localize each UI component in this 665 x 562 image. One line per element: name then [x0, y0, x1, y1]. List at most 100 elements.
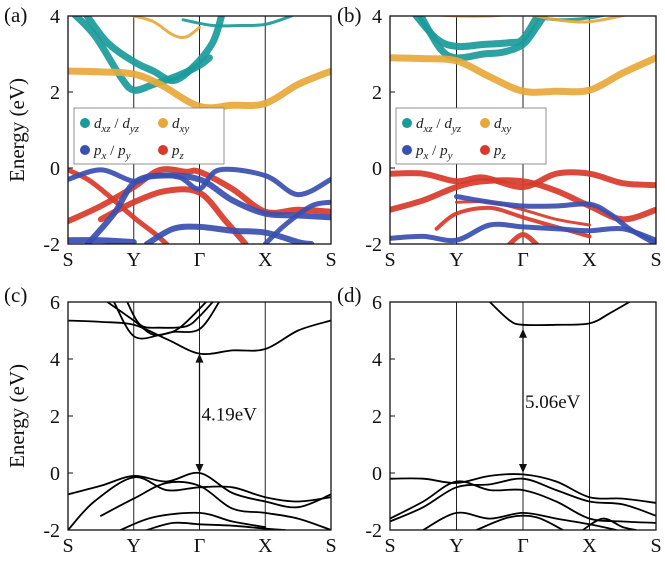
x-tick-label: S: [62, 249, 73, 271]
y-axis-title: Energy (eV): [5, 364, 29, 468]
legend-entry: px / py: [415, 143, 453, 162]
x-tick-label: X: [582, 535, 597, 557]
x-tick-label: S: [650, 535, 661, 557]
band-line: [68, 476, 331, 530]
legend-entry: px / py: [93, 143, 131, 162]
panel-label: (b): [337, 3, 362, 27]
bands: [68, 16, 331, 244]
x-tick-label: S: [325, 249, 336, 271]
legend-entry: pz: [171, 143, 185, 162]
x-tick-label: S: [384, 535, 395, 557]
band-line: [507, 232, 539, 244]
plot-frame: [67, 15, 332, 245]
legend-marker: [158, 145, 168, 155]
bands: [390, 302, 656, 530]
band-line: [390, 477, 656, 523]
gap-arrowhead-down: [519, 464, 527, 473]
y-tick-label: 6: [372, 292, 382, 314]
x-tick-label: Γ: [194, 535, 206, 557]
y-tick-label: 4: [50, 6, 60, 28]
legend-entry: dxy: [494, 116, 511, 135]
x-tick-label: S: [384, 249, 395, 271]
band-line: [454, 194, 656, 244]
band-line: [181, 16, 293, 28]
band-line: [390, 221, 656, 244]
y-tick-label: 2: [372, 82, 382, 104]
band-line: [68, 237, 137, 244]
band-line: [82, 16, 226, 85]
band-line: [416, 16, 549, 62]
y-tick-label: 4: [372, 6, 382, 28]
y-tick-label: -2: [365, 520, 382, 542]
legend-marker: [402, 118, 412, 128]
x-tick-label: Y: [127, 249, 141, 271]
band-line: [475, 514, 564, 530]
panel-c: 4.19eV -2 0 2 4 6 S Y Γ X S Energy (eV) (c): [4, 283, 337, 557]
panel-a: -2 0 2 4 S Y Γ X S Energy (eV) (a) dxz / dyz dxy px /…: [4, 3, 337, 271]
legend-marker: [480, 118, 490, 128]
y-tick-label: 0: [50, 158, 60, 180]
band-line: [488, 302, 631, 327]
legend-entry: dxz / dyz: [94, 116, 140, 135]
y-axis-title: Energy (eV): [5, 78, 29, 182]
band-line: [390, 473, 656, 504]
panel-label: (c): [4, 283, 27, 307]
band-line: [132, 16, 201, 40]
x-tick-label: Y: [449, 535, 463, 557]
gap-arrowhead-down: [195, 464, 204, 473]
band-line: [97, 186, 249, 244]
x-tick-label: S: [650, 249, 661, 271]
legend-marker: [80, 118, 90, 128]
band-line: [68, 166, 331, 225]
y-tick-label: 6: [50, 292, 60, 314]
x-tick-label: X: [582, 249, 597, 271]
x-tick-label: S: [325, 535, 336, 557]
legend-entry: dxy: [172, 116, 189, 135]
y-tick-label: -2: [43, 520, 60, 542]
band-line: [582, 517, 637, 530]
y-tick-label: 0: [372, 463, 382, 485]
legend-entry: dxz / dyz: [416, 116, 462, 135]
x-tick-label: X: [258, 249, 273, 271]
y-tick-label: 0: [372, 158, 382, 180]
x-tick-label: Y: [449, 249, 463, 271]
panel-b: -2 0 2 4 S Y Γ X S (b) dxz / dyz dxy px / py pz: [337, 3, 662, 271]
band-line: [262, 199, 331, 244]
panel-d: 5.06eV -2 0 2 4 6 S Y Γ X S (d): [337, 283, 662, 557]
legend-marker: [402, 145, 412, 155]
y-tick-label: 2: [50, 406, 60, 428]
y-tick-label: 2: [50, 82, 60, 104]
band-line: [390, 54, 656, 96]
legend: dxz / dyz dxy px / py pz: [395, 107, 547, 165]
y-tick-label: 2: [372, 406, 382, 428]
bands: [390, 16, 656, 244]
band-line: [113, 302, 207, 340]
legend-marker: [480, 145, 490, 155]
x-tick-label: X: [258, 535, 273, 557]
band-line: [84, 172, 331, 244]
band-gap-label: 4.19eV: [202, 404, 258, 425]
x-tick-label: Γ: [517, 249, 529, 271]
band-line: [126, 302, 214, 329]
band-gap-label: 5.06eV: [525, 392, 581, 413]
band-line: [429, 16, 628, 24]
band-line: [146, 521, 286, 530]
x-tick-label: S: [62, 535, 73, 557]
x-tick-label: Γ: [194, 249, 206, 271]
band-line: [100, 480, 331, 530]
x-tick-label: Γ: [517, 535, 529, 557]
plot-frame: [389, 15, 657, 245]
y-tick-label: -2: [365, 234, 382, 256]
panel-label: (a): [4, 3, 27, 27]
y-tick-label: -2: [43, 234, 60, 256]
y-tick-label: 4: [50, 349, 60, 371]
legend: dxz / dyz dxy px / py pz: [73, 107, 225, 165]
legend-marker: [158, 118, 168, 128]
y-tick-label: 4: [372, 349, 382, 371]
band-line: [119, 511, 267, 530]
band-line: [390, 169, 656, 190]
band-line: [68, 67, 331, 112]
legend-entry: pz: [493, 143, 507, 162]
legend-marker: [80, 145, 90, 155]
